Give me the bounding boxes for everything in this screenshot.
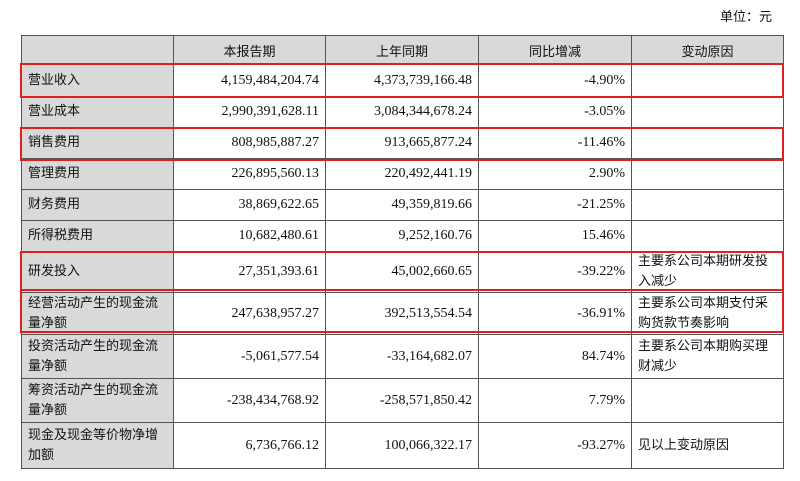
- prior-period-value: 220,492,441.19: [325, 158, 479, 190]
- row-label: 营业收入: [21, 64, 174, 97]
- header-yoy-change: 同比增减: [478, 35, 632, 65]
- table-row: 管理费用 226,895,560.13 220,492,441.19 2.90%: [21, 158, 784, 190]
- yoy-change-value: -4.90%: [478, 64, 632, 97]
- yoy-change-value: -21.25%: [478, 189, 632, 221]
- table-row: 筹资活动产生的现金流量净额 -238,434,768.92 -258,571,850…: [21, 378, 784, 423]
- current-period-value: 38,869,622.65: [173, 189, 326, 221]
- yoy-change-value: -39.22%: [478, 251, 632, 293]
- table-row: 现金及现金等价物净增加额 6,736,766.12 100,066,322.17 -9…: [21, 422, 784, 469]
- header-item: [21, 35, 174, 65]
- change-reason: [631, 96, 784, 128]
- table-row: 财务费用 38,869,622.65 49,359,819.66 -21.25%: [21, 189, 784, 221]
- change-reason: 主要系公司本期购买理财减少: [631, 334, 784, 379]
- current-period-value: 226,895,560.13: [173, 158, 326, 190]
- yoy-change-value: -93.27%: [478, 422, 632, 469]
- yoy-change-value: -36.91%: [478, 292, 632, 335]
- prior-period-value: 3,084,344,678.24: [325, 96, 479, 128]
- current-period-value: 6,736,766.12: [173, 422, 326, 469]
- yoy-change-value: 7.79%: [478, 378, 632, 423]
- change-reason: [631, 127, 784, 159]
- current-period-value: -238,434,768.92: [173, 378, 326, 423]
- prior-period-value: 392,513,554.54: [325, 292, 479, 335]
- row-label: 经营活动产生的现金流量净额: [21, 292, 174, 335]
- current-period-value: 247,638,957.27: [173, 292, 326, 335]
- change-reason: [631, 189, 784, 221]
- row-label: 财务费用: [21, 189, 174, 221]
- change-reason: [631, 64, 784, 97]
- table-row: 经营活动产生的现金流量净额 247,638,957.27 392,513,554.5…: [21, 292, 784, 335]
- change-reason: 主要系公司本期支付采购货款节奏影响: [631, 292, 784, 335]
- yoy-change-value: -3.05%: [478, 96, 632, 128]
- prior-period-value: 913,665,877.24: [325, 127, 479, 159]
- prior-period-value: 4,373,739,166.48: [325, 64, 479, 97]
- unit-label: 单位：元: [719, 10, 772, 25]
- row-label: 所得税费用: [21, 220, 174, 252]
- change-reason: [631, 158, 784, 190]
- current-period-value: -5,061,577.54: [173, 334, 326, 379]
- table-row: 所得税费用 10,682,480.61 9,252,160.76 15.46%: [21, 220, 784, 252]
- row-label: 现金及现金等价物净增加额: [21, 422, 174, 469]
- table-row: 销售费用 808,985,887.27 913,665,877.24 -11.46%: [21, 127, 784, 159]
- row-label: 筹资活动产生的现金流量净额: [21, 378, 174, 423]
- prior-period-value: -33,164,682.07: [325, 334, 479, 379]
- current-period-value: 10,682,480.61: [173, 220, 326, 252]
- row-label: 销售费用: [21, 127, 174, 159]
- row-label: 管理费用: [21, 158, 174, 190]
- header-change-reason: 变动原因: [631, 35, 784, 65]
- current-period-value: 2,990,391,628.11: [173, 96, 326, 128]
- change-reason: 主要系公司本期研发投入减少: [631, 251, 784, 293]
- yoy-change-value: 84.74%: [478, 334, 632, 379]
- table-row: 投资活动产生的现金流量净额 -5,061,577.54 -33,164,682.07…: [21, 334, 784, 379]
- row-label: 营业成本: [21, 96, 174, 128]
- financial-comparison-table: 本报告期 上年同期 同比增减 变动原因 营业收入 4,159,484,204.74…: [21, 35, 784, 469]
- prior-period-value: 49,359,819.66: [325, 189, 479, 221]
- prior-period-value: 9,252,160.76: [325, 220, 479, 252]
- table-row: 营业成本 2,990,391,628.11 3,084,344,678.24 -3.0…: [21, 96, 784, 128]
- yoy-change-value: -11.46%: [478, 127, 632, 159]
- header-current-period: 本报告期: [173, 35, 326, 65]
- current-period-value: 4,159,484,204.74: [173, 64, 326, 97]
- yoy-change-value: 2.90%: [478, 158, 632, 190]
- row-label: 投资活动产生的现金流量净额: [21, 334, 174, 379]
- change-reason: 见以上变动原因: [631, 422, 784, 469]
- current-period-value: 27,351,393.61: [173, 251, 326, 293]
- prior-period-value: -258,571,850.42: [325, 378, 479, 423]
- prior-period-value: 45,002,660.65: [325, 251, 479, 293]
- table-row: 研发投入 27,351,393.61 45,002,660.65 -39.22% 主要系…: [21, 251, 784, 293]
- header-prior-period: 上年同期: [325, 35, 479, 65]
- table-header-row: 本报告期 上年同期 同比增减 变动原因: [21, 35, 784, 65]
- yoy-change-value: 15.46%: [478, 220, 632, 252]
- row-label: 研发投入: [21, 251, 174, 293]
- current-period-value: 808,985,887.27: [173, 127, 326, 159]
- change-reason: [631, 220, 784, 252]
- prior-period-value: 100,066,322.17: [325, 422, 479, 469]
- table-row: 营业收入 4,159,484,204.74 4,373,739,166.48 -4.9…: [21, 64, 784, 97]
- change-reason: [631, 378, 784, 423]
